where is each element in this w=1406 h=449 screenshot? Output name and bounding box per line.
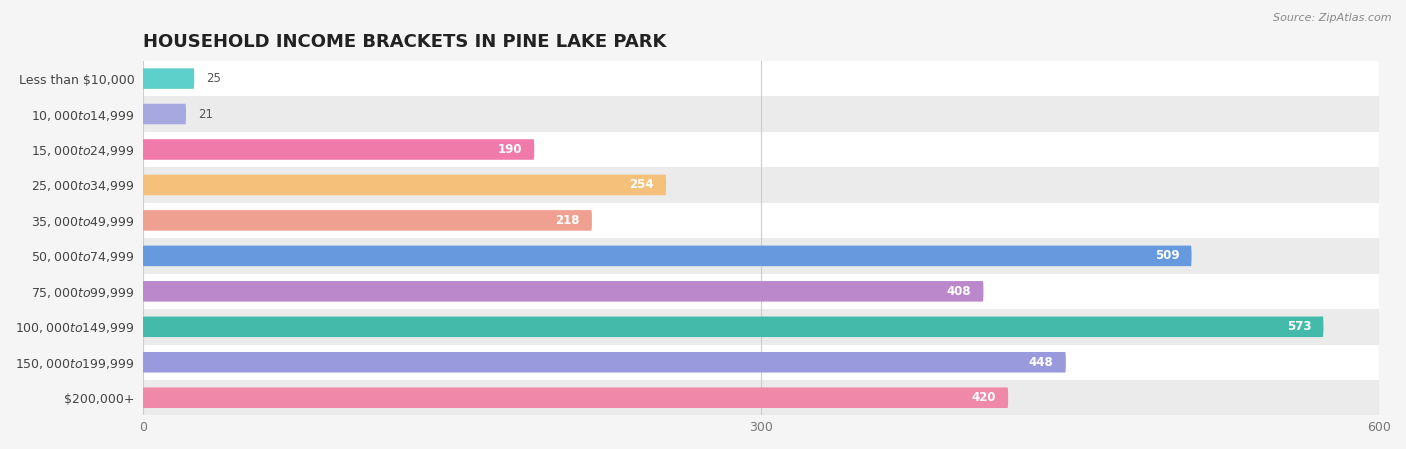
Text: 190: 190 bbox=[498, 143, 522, 156]
Bar bbox=[143, 61, 1379, 96]
FancyBboxPatch shape bbox=[143, 139, 534, 160]
Text: 509: 509 bbox=[1154, 249, 1180, 262]
Bar bbox=[143, 380, 1379, 415]
Text: 448: 448 bbox=[1029, 356, 1053, 369]
FancyBboxPatch shape bbox=[143, 281, 983, 302]
Text: Source: ZipAtlas.com: Source: ZipAtlas.com bbox=[1274, 13, 1392, 23]
Text: 254: 254 bbox=[628, 178, 654, 191]
Bar bbox=[143, 202, 1379, 238]
Bar bbox=[143, 167, 1379, 202]
FancyBboxPatch shape bbox=[143, 387, 1008, 408]
FancyBboxPatch shape bbox=[143, 210, 592, 231]
Bar bbox=[143, 344, 1379, 380]
FancyBboxPatch shape bbox=[143, 175, 666, 195]
FancyBboxPatch shape bbox=[143, 317, 1323, 337]
Bar bbox=[143, 238, 1379, 273]
Text: 573: 573 bbox=[1286, 320, 1310, 333]
Text: 218: 218 bbox=[555, 214, 579, 227]
Text: 21: 21 bbox=[198, 108, 214, 120]
Text: 25: 25 bbox=[207, 72, 222, 85]
FancyBboxPatch shape bbox=[143, 246, 1191, 266]
FancyBboxPatch shape bbox=[143, 104, 186, 124]
Bar bbox=[143, 273, 1379, 309]
Bar bbox=[143, 309, 1379, 344]
Text: 408: 408 bbox=[946, 285, 972, 298]
Text: HOUSEHOLD INCOME BRACKETS IN PINE LAKE PARK: HOUSEHOLD INCOME BRACKETS IN PINE LAKE P… bbox=[143, 33, 666, 51]
Text: 420: 420 bbox=[972, 391, 995, 404]
Bar bbox=[143, 132, 1379, 167]
FancyBboxPatch shape bbox=[143, 352, 1066, 373]
FancyBboxPatch shape bbox=[143, 68, 194, 89]
Bar bbox=[143, 96, 1379, 132]
